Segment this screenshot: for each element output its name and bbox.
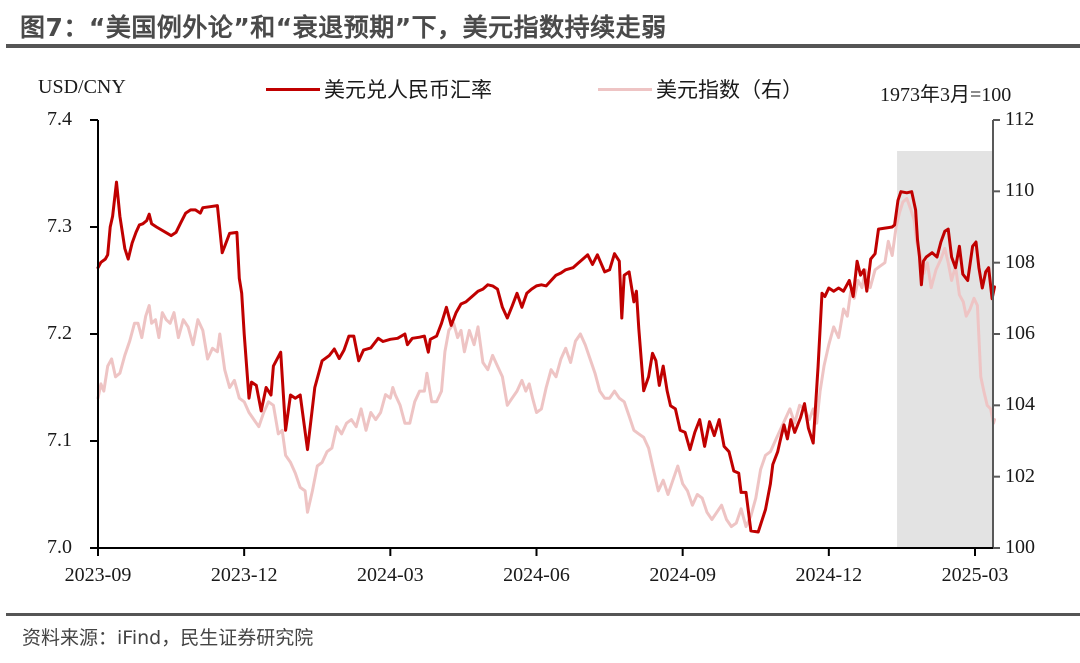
source-note: 资料来源：iFind，民生证券研究院 [22,627,314,649]
legend-item-dxy: 美元指数（右） [598,74,803,104]
x-axis-tick-label: 2024-06 [503,564,570,586]
left-axis-tick-label: 7.3 [47,215,72,237]
right-axis-tick-label: 104 [1005,393,1035,416]
x-axis-tick-label: 2024-03 [356,564,424,586]
x-axis-tick-label: 2023-09 [64,564,132,586]
x-axis-tick-label: 2023-12 [210,564,278,586]
x-axis-tick-label: 2025-03 [941,564,1009,586]
right-axis-tick-label: 102 [1005,464,1035,487]
right-axis-tick-label: 106 [1005,322,1035,344]
legend-item-usdcny: 美元兑人民币汇率 [266,74,492,104]
right-axis-tick-label: 108 [1005,250,1035,273]
legend-label-usdcny: 美元兑人民币汇率 [324,78,492,102]
title-divider [6,44,1080,48]
left-axis-unit: USD/CNY [38,76,126,98]
chart-title: 图7：“美国例外论”和“衰退预期”下，美元指数持续走弱 [20,13,667,42]
left-axis-tick-label: 7.2 [47,322,72,344]
series-usdcny-line [96,180,996,534]
legend-label-dxy: 美元指数（右） [656,78,803,102]
x-axis-tick-label: 2024-12 [795,564,863,586]
left-axis-tick-label: 7.1 [47,429,72,451]
series-dxy-line [96,197,996,529]
right-axis-tick-label: 100 [1005,536,1035,558]
right-axis-tick-label: 110 [1005,179,1035,202]
right-axis-unit: 1973年3月=100 [880,84,1012,106]
footer-divider [6,613,1080,616]
right-axis-tick-label: 112 [1005,108,1035,130]
x-axis-tick-label: 2024-09 [649,564,716,586]
legend-swatch-usdcny [266,87,320,91]
legend-swatch-dxy [598,87,652,91]
left-axis-tick-label: 7.0 [47,536,72,558]
left-axis-tick-label: 7.4 [47,108,72,130]
